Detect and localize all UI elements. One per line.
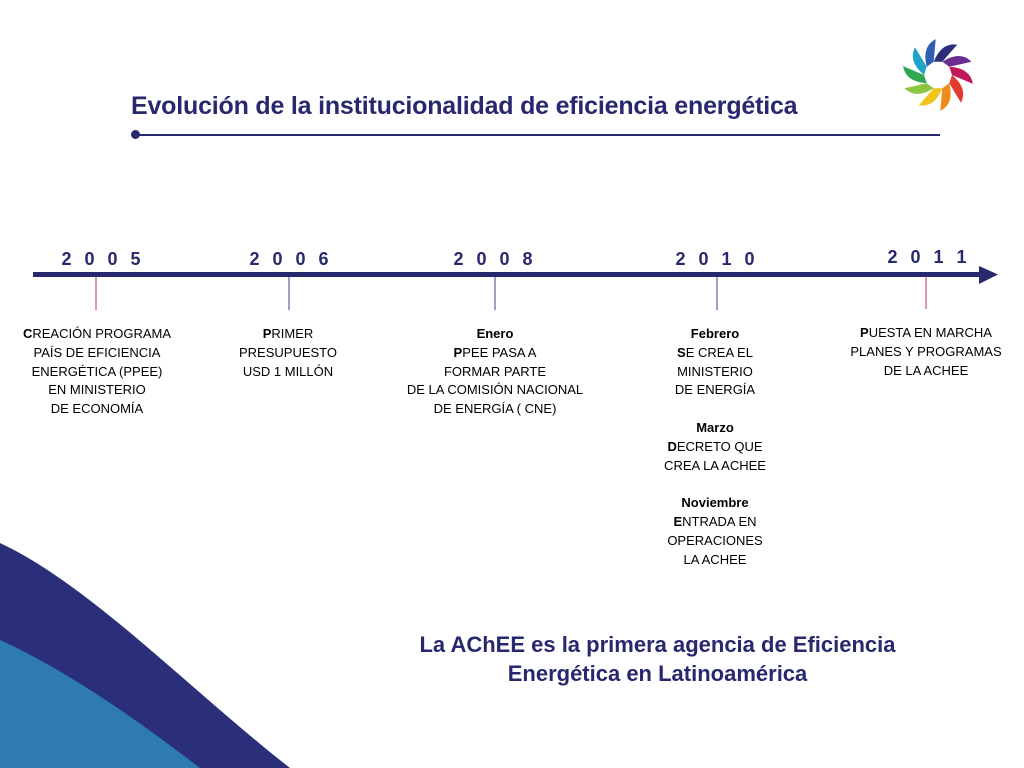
year-label-2008: 2 0 0 8 — [453, 249, 537, 269]
event-line: EN MINISTERIO — [48, 382, 146, 398]
event-2010: Febrero SE CREA EL MINISTERIO DE ENERGÍA… — [664, 325, 766, 569]
event-line: PRIMER — [239, 325, 337, 344]
event-line: LA AChEE — [683, 551, 747, 567]
event-2008: Enero PPEE PASA A FORMAR PARTE DE LA COM… — [407, 325, 583, 419]
callout-statement: La AChEE es la primera agencia de Eficie… — [380, 630, 935, 688]
year-label-2005: 2 0 0 5 — [61, 249, 145, 269]
event-spacer — [664, 400, 766, 419]
event-line: ENTRADA EN — [664, 513, 766, 532]
event-line: MINISTERIO — [677, 363, 753, 379]
event-line: DE ENERGÍA — [674, 382, 756, 398]
pinwheel-logo-icon — [903, 39, 973, 111]
pinwheel-blade — [903, 66, 927, 84]
event-initial: P — [262, 326, 272, 341]
callout-line-2: Energética en Latinoamérica — [507, 661, 808, 686]
event-initial: D — [667, 438, 677, 454]
pinwheel-blade — [933, 44, 958, 62]
event-month: Febrero — [690, 326, 740, 341]
year-label-2011: 2 0 1 1 — [887, 247, 971, 267]
title-bullet-dot — [131, 130, 140, 139]
event-line: USD 1 MILLÓN — [242, 363, 334, 379]
event-text: PEE PASA A — [462, 344, 537, 360]
event-line: DE LA COMISIÓN NACIONAL — [406, 382, 584, 398]
timeline-arrowhead — [979, 266, 998, 284]
pinwheel-blade — [949, 75, 964, 103]
event-month: Marzo — [696, 419, 734, 435]
event-line: PPEE PASA A — [407, 344, 583, 363]
timeline-bar — [33, 272, 983, 277]
event-line: OPERACIONES — [667, 532, 763, 548]
pinwheel-blade — [925, 39, 936, 67]
pinwheel-hub — [925, 62, 951, 88]
event-initial: S — [677, 344, 686, 360]
event-line: DE LA AChEE — [883, 362, 969, 378]
event-spacer — [664, 475, 766, 494]
event-initial: P — [453, 344, 463, 360]
callout-line-1: La AChEE es la primera agencia de Eficie… — [419, 632, 896, 657]
event-line: CREA LA AChEE — [664, 457, 766, 473]
event-text: NTRADA EN — [682, 513, 757, 529]
event-line: PAÍS DE EFICIENCIA — [33, 344, 161, 360]
event-initial: E — [673, 513, 683, 529]
event-line: PRESUPUESTO — [238, 344, 338, 360]
event-text: UESTA EN MARCHA — [868, 325, 992, 340]
event-text: RIMER — [271, 326, 314, 341]
pinwheel-blade — [912, 47, 927, 75]
event-line: ENERGÉTICA (PPEE) — [31, 363, 163, 379]
event-text: E CREA EL — [685, 344, 753, 360]
event-month: Enero — [476, 326, 514, 341]
event-text: ECRETO QUE — [676, 438, 763, 454]
event-line: DECRETO QUE — [664, 438, 766, 457]
slide-title: Evolución de la institucionalidad de efi… — [131, 92, 798, 120]
event-line: CREACIÓN PROGRAMA — [23, 325, 171, 344]
pinwheel-blade — [949, 66, 973, 84]
event-initial: P — [860, 325, 869, 340]
title-underline — [136, 133, 940, 136]
event-2006: PRIMER PRESUPUESTO USD 1 MILLÓN — [239, 325, 337, 381]
timeline-axis — [33, 266, 998, 310]
wave-light-blue — [0, 640, 200, 768]
event-line: SE CREA EL — [664, 344, 766, 363]
event-month: Noviembre — [681, 495, 749, 511]
event-line: DE ECONOMÍA — [50, 401, 144, 417]
pinwheel-blade — [918, 88, 943, 106]
pinwheel-blade — [942, 56, 972, 67]
event-initial: C — [22, 326, 33, 341]
year-label-2010: 2 0 1 0 — [675, 249, 759, 269]
event-line: DE ENERGÍA ( CNE) — [433, 401, 557, 417]
event-2005: CREACIÓN PROGRAMA PAÍS DE EFICIENCIA ENE… — [23, 325, 171, 419]
event-line: PUESTA EN MARCHA — [850, 324, 1001, 343]
year-label-2006: 2 0 0 6 — [249, 249, 333, 269]
event-line: FORMAR PARTE — [443, 363, 547, 379]
event-line: PLANES Y PROGRAMAS — [850, 343, 1002, 359]
pinwheel-blade — [940, 83, 951, 111]
event-text: REACIÓN PROGRAMA — [32, 326, 172, 341]
pinwheel-blade — [904, 83, 934, 94]
event-2011: PUESTA EN MARCHA PLANES Y PROGRAMAS DE L… — [850, 324, 1001, 380]
decorative-wave — [0, 543, 290, 768]
